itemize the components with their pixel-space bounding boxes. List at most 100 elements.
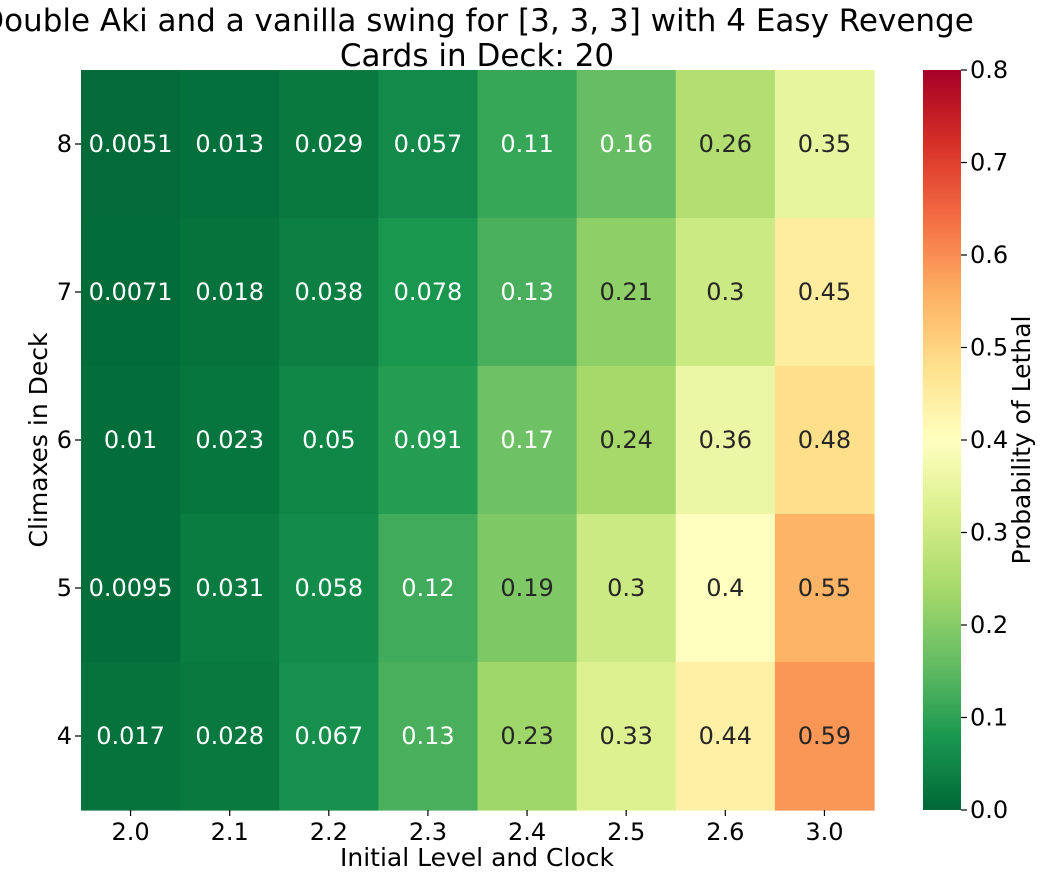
cell-value-label: 0.4: [706, 574, 744, 602]
heatmap-cell: [81, 366, 181, 515]
cell-value-label: 0.057: [394, 130, 463, 158]
cell-value-label: 0.029: [294, 130, 363, 158]
colorbar-tick-label: 0.8: [970, 56, 1008, 84]
heatmap-cell: [279, 366, 379, 515]
x-tick-label: 2.2: [310, 818, 348, 846]
cell-value-label: 0.028: [195, 722, 264, 750]
heatmap-cell: [180, 662, 280, 811]
colorbar-tick-label: 0.3: [970, 519, 1008, 547]
heatmap-cell: [477, 514, 578, 663]
heatmap-cell: [774, 662, 875, 811]
cell-value-label: 0.16: [599, 130, 652, 158]
x-tick-label: 2.3: [409, 818, 447, 846]
heatmap-cell: [675, 662, 776, 811]
colorbar-ticks: 0.0 0.1 0.2 0.3 0.4 0.5 0.6 0.7 0.8: [961, 56, 1008, 824]
cell-value-label: 0.21: [599, 278, 652, 306]
cell-value-label: 0.35: [798, 130, 851, 158]
cell-value-label: 0.23: [500, 722, 553, 750]
heatmap-cell: [576, 218, 677, 367]
heatmap-cell: [378, 218, 479, 367]
x-tick-label: 2.1: [211, 818, 249, 846]
heatmap-cell: [81, 70, 181, 219]
heatmap-cell: [180, 218, 280, 367]
heatmap-cell: [576, 662, 677, 811]
x-tick-label: 2.5: [607, 818, 645, 846]
heatmap-cell: [378, 70, 479, 219]
y-tick-label: 8: [57, 130, 72, 158]
cell-value-label: 0.13: [500, 278, 553, 306]
cell-value-label: 0.13: [401, 722, 454, 750]
colorbar-tick-label: 0.5: [970, 334, 1008, 362]
cell-value-label: 0.038: [294, 278, 363, 306]
heatmap-cell: [279, 514, 379, 663]
heatmap-cell: [774, 218, 875, 367]
heatmap-cell: [180, 514, 280, 663]
y-tick-label: 4: [57, 722, 72, 750]
heatmap-cell: [180, 366, 280, 515]
chart-subtitle: Cards in Deck: 20: [340, 38, 614, 74]
cell-value-label: 0.018: [195, 278, 264, 306]
cell-value-label: 0.05: [302, 426, 355, 454]
cell-value-label: 0.091: [394, 426, 463, 454]
cell-value-label: 0.078: [394, 278, 463, 306]
cell-value-label: 0.19: [500, 574, 553, 602]
cell-value-label: 0.023: [195, 426, 264, 454]
cell-value-label: 0.55: [798, 574, 851, 602]
heatmap-cell: [675, 366, 776, 515]
colorbar-label: Probability of Lethal: [1007, 316, 1036, 565]
heatmap-cell: [180, 70, 280, 219]
heatmap-cell: [378, 662, 479, 811]
cell-value-label: 0.3: [607, 574, 645, 602]
x-axis-label: Initial Level and Clock: [340, 843, 614, 872]
x-tick-label: 2.6: [706, 818, 744, 846]
cell-value-label: 0.067: [294, 722, 363, 750]
cell-value-label: 0.058: [294, 574, 363, 602]
heatmap-cell: [279, 662, 379, 811]
cell-value-label: 0.3: [706, 278, 744, 306]
cell-value-label: 0.013: [195, 130, 264, 158]
heatmap-cell: [576, 366, 677, 515]
cell-value-label: 0.0071: [89, 278, 173, 306]
x-axis-ticks: 2.0 2.1 2.2 2.3 2.4 2.5 2.6 3.0: [111, 810, 844, 846]
cell-value-label: 0.0051: [89, 130, 173, 158]
heatmap-cell: [477, 70, 578, 219]
cell-value-label: 0.36: [699, 426, 752, 454]
heatmap-cell: [279, 218, 379, 367]
colorbar-tick-label: 0.7: [970, 149, 1008, 177]
colorbar-tick-label: 0.0: [970, 796, 1008, 824]
heatmap-cell: [576, 70, 677, 219]
x-tick-label: 3.0: [805, 818, 843, 846]
heatmap-cell: [675, 218, 776, 367]
heatmap-cell: [378, 514, 479, 663]
heatmap-cell: [675, 514, 776, 663]
heatmap-cell: [774, 514, 875, 663]
cell-value-label: 0.12: [401, 574, 454, 602]
cell-value-label: 0.45: [798, 278, 851, 306]
heatmap-cell: [477, 662, 578, 811]
y-tick-label: 5: [57, 574, 72, 602]
y-tick-label: 6: [57, 426, 72, 454]
cell-value-label: 0.48: [798, 426, 851, 454]
heatmap-cells: 0.0051 0.013 0.029 0.057 0.11 0.16 0.26 0.35 0.0…: [81, 70, 875, 811]
y-tick-label: 7: [57, 278, 72, 306]
cell-value-label: 0.24: [599, 426, 652, 454]
x-tick-label: 2.4: [508, 818, 546, 846]
chart-title: Double Aki and a vanilla swing for [3, 3…: [0, 3, 974, 39]
heatmap-cell: [477, 218, 578, 367]
cell-value-label: 0.11: [500, 130, 553, 158]
cell-value-label: 0.44: [699, 722, 752, 750]
heatmap-cell: [774, 366, 875, 515]
heatmap-cell: [378, 366, 479, 515]
heatmap-cell: [774, 70, 875, 219]
colorbar-tick-label: 0.4: [970, 426, 1008, 454]
cell-value-label: 0.01: [104, 426, 157, 454]
colorbar-tick-label: 0.1: [970, 704, 1008, 732]
heatmap-cell: [576, 514, 677, 663]
y-axis-label: Climaxes in Deck: [24, 332, 53, 548]
heatmap-cell: [279, 70, 379, 219]
heatmap-cell: [81, 218, 181, 367]
cell-value-label: 0.017: [96, 722, 165, 750]
heatmap-cell: [81, 514, 181, 663]
colorbar: [923, 70, 961, 810]
